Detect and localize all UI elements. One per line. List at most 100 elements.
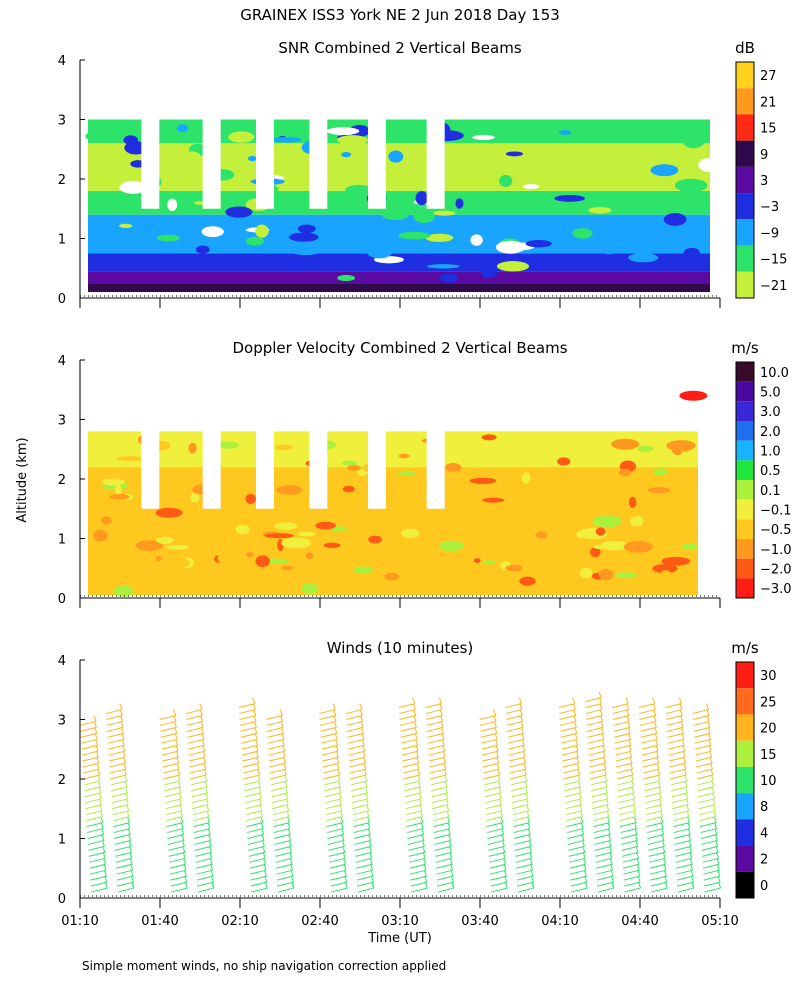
wind-barb-flag xyxy=(417,768,421,776)
wind-barb xyxy=(614,738,631,744)
wind-barb xyxy=(665,703,682,709)
wind-barb xyxy=(592,816,610,822)
wind-barb-flag xyxy=(606,804,610,811)
wind-barb xyxy=(668,756,686,762)
doppler-patch xyxy=(115,484,122,495)
wind-barb-flag xyxy=(634,834,638,841)
wind-barb xyxy=(165,810,183,816)
colorbar-swatch xyxy=(736,871,754,898)
wind-barb xyxy=(192,816,210,822)
wind-barb-flag xyxy=(286,810,290,817)
wind-barb-flag xyxy=(708,733,712,740)
wind-barb xyxy=(508,744,525,750)
wind-barb-flag xyxy=(530,864,534,871)
wind-barb-flag xyxy=(526,810,530,817)
wind-barb-flag xyxy=(283,768,287,776)
wind-barb-flag xyxy=(680,715,684,722)
wind-barb-flag xyxy=(254,733,258,740)
wind-barb-flag xyxy=(629,750,633,758)
wind-barb xyxy=(641,744,658,750)
wind-barb xyxy=(196,875,214,881)
wind-barb xyxy=(640,732,657,738)
wind-barb-flag xyxy=(450,864,454,871)
wind-barb-flag xyxy=(210,869,214,877)
colorbar-label: −0.5 xyxy=(760,523,792,538)
wind-barb-flag xyxy=(285,792,289,799)
wind-barb-flag xyxy=(207,822,211,829)
wind-barb-flag xyxy=(206,816,210,823)
colorbar-swatch xyxy=(736,499,754,520)
wind-barb xyxy=(163,780,181,786)
wind-barb xyxy=(249,863,266,869)
wind-barb xyxy=(406,822,423,828)
wind-barb xyxy=(560,732,577,738)
wind-barb xyxy=(648,851,665,857)
data-gap xyxy=(309,360,328,509)
wind-barb xyxy=(247,834,264,839)
wind-barb xyxy=(649,863,666,869)
wind-barb-flag xyxy=(606,810,610,817)
wind-barb-flag xyxy=(260,822,264,829)
wind-barb-flag xyxy=(259,798,263,805)
doppler-patch xyxy=(557,457,571,466)
wind-barb-flag xyxy=(575,739,579,746)
snr-patch xyxy=(496,261,530,272)
doppler-patch xyxy=(579,567,593,579)
wind-barb-flag xyxy=(607,828,611,835)
wind-barb-flag xyxy=(601,739,605,746)
wind-barb xyxy=(703,875,720,881)
wind-barb-flag xyxy=(518,697,522,704)
wind-barb xyxy=(570,881,587,887)
wind-barb-flag xyxy=(175,739,179,746)
wind-barb-flag xyxy=(444,786,448,794)
y-tick-label: 3 xyxy=(58,414,66,429)
wind-barb xyxy=(88,845,105,851)
wind-barb-flag xyxy=(691,881,695,889)
snr-patch xyxy=(499,174,513,187)
wind-barb-flag xyxy=(499,798,503,805)
wind-barb-flag xyxy=(122,756,126,764)
wind-barb-flag xyxy=(635,840,639,847)
doppler-patch xyxy=(473,558,481,564)
doppler-patch xyxy=(301,582,319,595)
wind-barb xyxy=(621,845,638,851)
wind-barb-flag xyxy=(128,840,132,847)
wind-barb-flag xyxy=(119,709,123,716)
wind-barb-flag xyxy=(362,756,366,764)
wind-barb-flag xyxy=(366,804,370,811)
wind-barb-flag xyxy=(183,864,187,871)
wind-barb xyxy=(507,732,524,738)
wind-barb xyxy=(559,715,576,720)
wind-barb-flag xyxy=(126,816,130,823)
wind-barb xyxy=(405,810,423,816)
wind-barb-flag xyxy=(364,780,368,788)
wind-barb-flag xyxy=(287,828,291,835)
wind-barb-flag xyxy=(582,852,586,859)
data-gap xyxy=(256,360,274,509)
wind-barb xyxy=(196,869,213,875)
snr-patch xyxy=(663,213,687,226)
wind-barb-flag xyxy=(656,756,660,764)
colorbar-swatch xyxy=(736,714,754,741)
wind-barb-flag xyxy=(632,804,636,811)
wind-barb xyxy=(353,828,370,834)
wind-barb xyxy=(559,720,577,726)
colorbar-label: 20 xyxy=(760,722,777,737)
wind-barb-flag xyxy=(707,727,711,734)
wind-barb-flag xyxy=(204,780,208,788)
wind-barb xyxy=(356,869,373,875)
wind-barb xyxy=(189,762,206,768)
wind-barb xyxy=(169,857,186,863)
wind-barb xyxy=(86,822,103,828)
doppler-patch xyxy=(400,456,425,468)
wind-barb xyxy=(563,780,581,786)
wind-barb xyxy=(401,738,418,744)
wind-barb xyxy=(271,792,288,798)
wind-barb-flag xyxy=(499,804,503,811)
wind-barb-flag xyxy=(175,750,179,758)
doppler-patch xyxy=(482,560,497,565)
winds-panel: 0 1 2 3 4 01:10 01:40 02:10 02:40 03:10 03:40 04:10… xyxy=(58,654,777,929)
wind-barb xyxy=(488,845,505,851)
wind-barb xyxy=(194,834,211,839)
